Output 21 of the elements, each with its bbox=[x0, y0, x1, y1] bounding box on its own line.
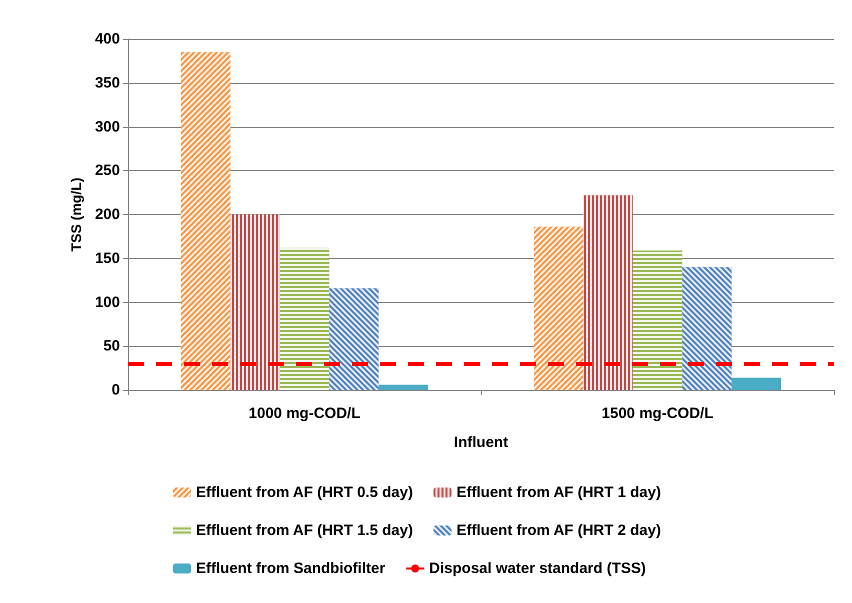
x-tick-label: 1500 mg-COD/L bbox=[602, 405, 714, 422]
x-tick-label: 1000 mg-COD/L bbox=[248, 405, 360, 422]
legend-label: Effluent from Sandbiofilter bbox=[196, 560, 386, 577]
bar bbox=[378, 384, 428, 390]
legend-label: Effluent from AF (HRT 1 day) bbox=[456, 484, 661, 501]
y-tick-label: 400 bbox=[94, 30, 120, 48]
y-tick-label: 0 bbox=[112, 382, 120, 398]
x-axis-title: Influent bbox=[454, 434, 508, 451]
legend-label: Disposal water standard (TSS) bbox=[429, 560, 646, 577]
legend-label: Effluent from AF (HRT 0.5 day) bbox=[196, 484, 413, 501]
bar bbox=[732, 378, 782, 390]
y-tick-label: 100 bbox=[94, 294, 120, 311]
y-tick-label: 200 bbox=[94, 206, 120, 223]
legend-label: Effluent from AF (HRT 2 day) bbox=[456, 522, 661, 539]
y-tick-label: 300 bbox=[94, 118, 120, 136]
y-axis-title: TSS (mg/L) bbox=[68, 178, 84, 252]
legend-label: Effluent from AF (HRT 1.5 day) bbox=[196, 522, 413, 539]
y-tick-label: 150 bbox=[94, 250, 120, 267]
y-tick-label: 50 bbox=[103, 338, 120, 355]
y-tick-label: 250 bbox=[94, 162, 120, 180]
y-tick-label: 350 bbox=[94, 74, 120, 92]
